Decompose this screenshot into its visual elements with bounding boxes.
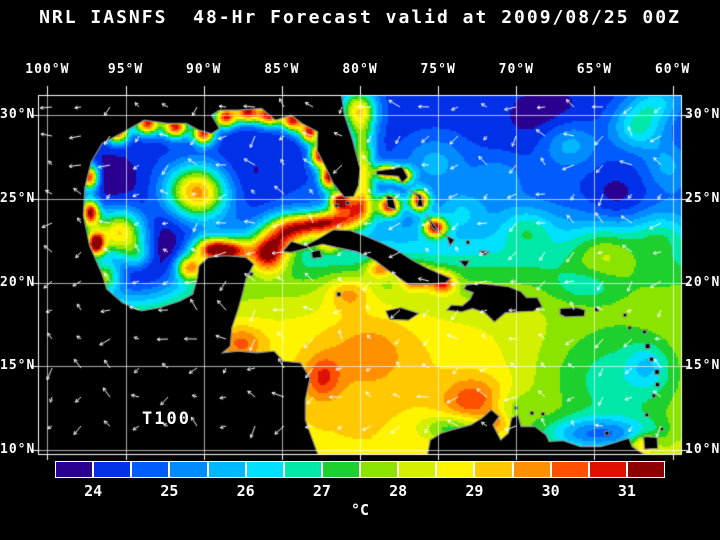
colorbar-cell [360, 461, 399, 478]
colorbar-cell [55, 461, 94, 478]
lat-tick-label-left: 30°N [0, 107, 36, 123]
lat-tick-label-left: 15°N [0, 358, 36, 374]
lon-tick-label: 65°W [576, 62, 613, 77]
colorbar [55, 461, 665, 478]
colorbar-cell [93, 461, 132, 478]
lon-tick-label: 95°W [107, 62, 144, 77]
lat-tick-label-left: 25°N [0, 190, 36, 206]
lon-tick-label: 90°W [186, 62, 222, 77]
lon-tick-label: 80°W [342, 62, 378, 77]
lat-tick-label-right: 10°N [685, 441, 720, 457]
colorbar-cell [169, 461, 208, 478]
colorbar-tick-label: 29 [465, 482, 484, 500]
colorbar-cell [131, 461, 170, 478]
lat-tick-label-right: 15°N [685, 358, 720, 374]
colorbar-tick-label: 31 [617, 482, 636, 500]
colorbar-tick-label: 26 [236, 482, 255, 500]
lat-tick-label-left: 20°N [0, 274, 36, 290]
lon-tick-label: 70°W [498, 62, 534, 77]
colorbar-cell [550, 461, 589, 478]
colorbar-cell [245, 461, 284, 478]
lon-tick-label: 85°W [264, 62, 300, 77]
colorbar-tick-label: 27 [312, 482, 331, 500]
lat-tick-label-right: 30°N [685, 107, 720, 123]
colorbar-cell [626, 461, 665, 478]
colorbar-tick-label: 30 [541, 482, 560, 500]
colorbar-cell [588, 461, 627, 478]
colorbar-cell [436, 461, 475, 478]
colorbar-tick-label: 24 [84, 482, 103, 500]
lat-tick-label-right: 20°N [685, 274, 720, 290]
colorbar-cell [512, 461, 551, 478]
lon-tick-label: 100°W [25, 62, 70, 77]
colorbar-cell [283, 461, 322, 478]
lon-tick-label: 60°W [654, 62, 691, 77]
colorbar-cell [398, 461, 437, 478]
lon-tick-label: 75°W [420, 62, 456, 77]
lat-tick-label-left: 10°N [0, 441, 36, 457]
colorbar-tick-label: 28 [389, 482, 408, 500]
colorbar-cell [321, 461, 360, 478]
colorbar-tick-label: 25 [160, 482, 179, 500]
colorbar-unit-label: °C [350, 501, 370, 519]
colorbar-cell [207, 461, 246, 478]
colorbar-cell [474, 461, 513, 478]
field-label: T100 [142, 409, 191, 429]
lat-tick-label-right: 25°N [685, 190, 720, 206]
chart-title: NRL IASNFS 48-Hr Forecast valid at 2009/… [39, 7, 681, 28]
